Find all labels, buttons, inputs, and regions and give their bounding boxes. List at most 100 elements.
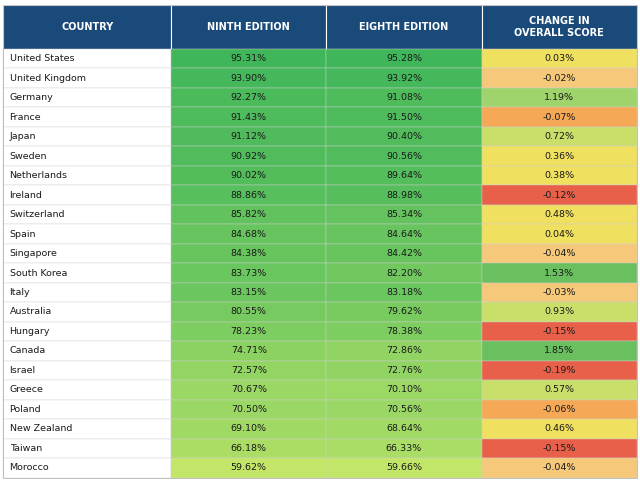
Bar: [326, 166, 481, 185]
Text: 91.08%: 91.08%: [386, 93, 422, 102]
Bar: [3, 49, 171, 69]
Text: 0.03%: 0.03%: [544, 54, 574, 63]
Text: 95.28%: 95.28%: [386, 54, 422, 63]
Bar: [326, 302, 481, 322]
Bar: [171, 127, 326, 146]
Text: 83.15%: 83.15%: [230, 288, 267, 297]
Bar: [326, 322, 481, 341]
Bar: [171, 108, 326, 127]
Text: -0.06%: -0.06%: [543, 405, 576, 414]
Bar: [171, 88, 326, 108]
Bar: [326, 458, 481, 478]
Bar: [481, 380, 637, 400]
Text: -0.12%: -0.12%: [543, 191, 576, 200]
Bar: [481, 127, 637, 146]
Text: France: France: [10, 113, 41, 121]
Text: Greece: Greece: [10, 385, 44, 395]
Text: 89.64%: 89.64%: [386, 171, 422, 180]
Text: CHANGE IN
OVERALL SCORE: CHANGE IN OVERALL SCORE: [515, 16, 604, 38]
Bar: [481, 360, 637, 380]
Bar: [326, 400, 481, 419]
Text: 59.66%: 59.66%: [386, 463, 422, 472]
Text: Switzerland: Switzerland: [10, 210, 65, 219]
Bar: [171, 263, 326, 283]
Text: 68.64%: 68.64%: [386, 424, 422, 433]
Text: 1.19%: 1.19%: [544, 93, 574, 102]
Bar: [3, 380, 171, 400]
Bar: [481, 146, 637, 166]
Bar: [481, 263, 637, 283]
Text: 90.92%: 90.92%: [231, 152, 267, 161]
Bar: [481, 49, 637, 69]
Bar: [3, 283, 171, 302]
Text: Hungary: Hungary: [10, 327, 50, 336]
Text: 0.36%: 0.36%: [544, 152, 574, 161]
Bar: [481, 322, 637, 341]
Text: EIGHTH EDITION: EIGHTH EDITION: [359, 22, 449, 32]
Bar: [481, 400, 637, 419]
Text: -0.03%: -0.03%: [543, 288, 576, 297]
Text: 70.56%: 70.56%: [386, 405, 422, 414]
Text: 1.85%: 1.85%: [544, 347, 574, 356]
Text: 0.57%: 0.57%: [544, 385, 574, 395]
Text: 88.86%: 88.86%: [231, 191, 267, 200]
Bar: [3, 458, 171, 478]
Text: Poland: Poland: [10, 405, 41, 414]
Text: 92.27%: 92.27%: [231, 93, 267, 102]
Bar: [171, 458, 326, 478]
Text: 82.20%: 82.20%: [386, 268, 422, 277]
Bar: [171, 419, 326, 439]
Text: 70.67%: 70.67%: [231, 385, 267, 395]
Bar: [171, 380, 326, 400]
Bar: [3, 5, 171, 49]
Bar: [3, 322, 171, 341]
Bar: [326, 185, 481, 205]
Text: New Zealand: New Zealand: [10, 424, 72, 433]
Text: 83.73%: 83.73%: [230, 268, 267, 277]
Text: Ireland: Ireland: [10, 191, 42, 200]
Text: 66.33%: 66.33%: [386, 444, 422, 453]
Bar: [3, 400, 171, 419]
Bar: [171, 146, 326, 166]
Bar: [481, 283, 637, 302]
Bar: [326, 205, 481, 224]
Bar: [171, 5, 326, 49]
Text: Canada: Canada: [10, 347, 46, 356]
Text: United Kingdom: United Kingdom: [10, 74, 86, 83]
Text: COUNTRY: COUNTRY: [61, 22, 113, 32]
Bar: [481, 341, 637, 360]
Bar: [326, 224, 481, 244]
Bar: [171, 400, 326, 419]
Bar: [3, 302, 171, 322]
Bar: [326, 263, 481, 283]
Bar: [481, 166, 637, 185]
Bar: [3, 127, 171, 146]
Bar: [171, 322, 326, 341]
Text: 93.92%: 93.92%: [386, 74, 422, 83]
Text: 78.38%: 78.38%: [386, 327, 422, 336]
Text: Sweden: Sweden: [10, 152, 47, 161]
Text: 84.38%: 84.38%: [230, 249, 267, 258]
Text: 79.62%: 79.62%: [386, 308, 422, 316]
Text: South Korea: South Korea: [10, 268, 67, 277]
Bar: [171, 49, 326, 69]
Text: Spain: Spain: [10, 229, 36, 239]
Bar: [481, 205, 637, 224]
Bar: [481, 302, 637, 322]
Bar: [481, 244, 637, 263]
Bar: [3, 439, 171, 458]
Text: 0.72%: 0.72%: [544, 132, 574, 141]
Bar: [481, 439, 637, 458]
Text: 72.86%: 72.86%: [386, 347, 422, 356]
Bar: [326, 283, 481, 302]
Text: 84.68%: 84.68%: [231, 229, 267, 239]
Bar: [3, 108, 171, 127]
Text: 69.10%: 69.10%: [231, 424, 267, 433]
Bar: [171, 360, 326, 380]
Text: 84.42%: 84.42%: [386, 249, 422, 258]
Text: -0.02%: -0.02%: [543, 74, 576, 83]
Text: -0.19%: -0.19%: [543, 366, 576, 375]
Bar: [3, 166, 171, 185]
Bar: [3, 244, 171, 263]
Bar: [3, 185, 171, 205]
